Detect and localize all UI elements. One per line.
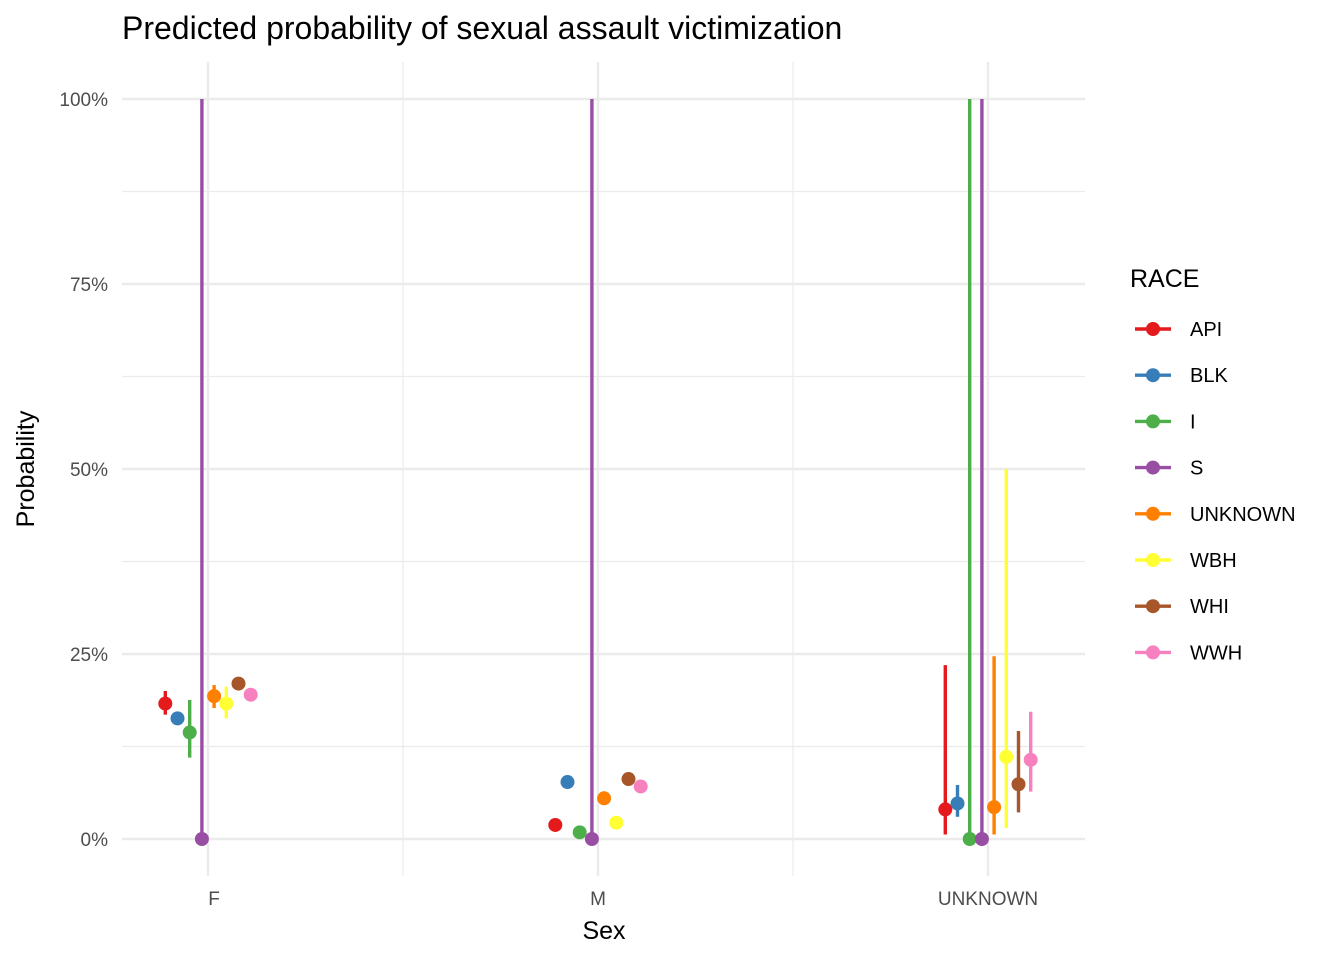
y-tick-label: 25% [70, 645, 108, 666]
data-point-unknown-unknown [987, 800, 1002, 815]
y-tick-label: 75% [70, 275, 108, 296]
legend-item-wwh: WWH [1135, 642, 1242, 664]
data-point-blk-unknown [950, 796, 965, 811]
legend-label: WWH [1190, 642, 1242, 664]
legend-item-api: API [1135, 319, 1222, 341]
legend-key-point [1146, 553, 1160, 567]
data-point-s-f [194, 832, 209, 846]
legend-item-i: I [1135, 411, 1196, 433]
legend-label: BLK [1190, 365, 1228, 387]
y-axis-ticks: 0% 25% 50% 75% 100% [59, 90, 108, 851]
x-axis-title: Sex [582, 917, 626, 945]
legend: RACE API BLK I S UNKNOWN WBH WHI WWH [1130, 265, 1296, 664]
legend-key-point [1146, 414, 1160, 429]
grid-lines [122, 62, 1085, 876]
data-point-i-f [182, 725, 197, 740]
data-point-blk-f [170, 711, 185, 726]
data-point-wbh-unknown [999, 749, 1014, 764]
legend-label: WBH [1190, 550, 1237, 572]
legend-key-point [1146, 322, 1160, 336]
legend-key-point [1146, 599, 1160, 614]
x-tick-label: M [590, 889, 606, 910]
data-point-wbh-m [609, 815, 624, 830]
data-point-i-unknown [962, 832, 977, 846]
data-point-api-f [158, 696, 173, 711]
data-points [158, 676, 1038, 846]
x-tick-label: F [208, 889, 220, 910]
x-axis-ticks: F M UNKNOWN [208, 889, 1038, 910]
legend-key-point [1146, 368, 1160, 383]
legend-key-point [1146, 506, 1160, 521]
legend-item-s: S [1135, 458, 1203, 480]
legend-item-wbh: WBH [1135, 550, 1237, 572]
y-axis-title: Probability [12, 410, 40, 527]
data-point-wwh-f [243, 687, 258, 702]
legend-label: API [1190, 319, 1222, 341]
data-point-unknown-m [597, 791, 612, 806]
data-point-wbh-f [219, 696, 234, 711]
plot-panel [122, 62, 1085, 876]
data-point-whi-unknown [1011, 777, 1026, 792]
legend-title: RACE [1130, 265, 1199, 293]
data-point-wwh-unknown [1023, 752, 1038, 767]
data-point-api-unknown [938, 802, 953, 817]
y-tick-label: 0% [81, 830, 109, 851]
legend-key-point [1146, 460, 1160, 475]
legend-label: I [1190, 411, 1196, 433]
data-point-api-m [548, 817, 563, 832]
data-point-whi-f [231, 676, 246, 691]
data-point-s-unknown [974, 832, 989, 846]
data-point-blk-m [560, 775, 575, 790]
data-point-i-m [572, 825, 587, 840]
data-point-whi-m [621, 772, 636, 787]
legend-item-unknown: UNKNOWN [1135, 504, 1296, 526]
y-tick-label: 100% [59, 90, 108, 111]
legend-label: S [1190, 458, 1203, 480]
legend-item-whi: WHI [1135, 596, 1229, 618]
chart-title: Predicted probability of sexual assault … [122, 10, 842, 46]
y-tick-label: 50% [70, 460, 108, 481]
legend-item-blk: BLK [1135, 365, 1228, 387]
legend-label: WHI [1190, 596, 1229, 618]
legend-key-point [1146, 645, 1160, 660]
legend-items: API BLK I S UNKNOWN WBH WHI WWH [1135, 319, 1296, 664]
data-point-unknown-f [207, 689, 222, 704]
legend-label: UNKNOWN [1190, 504, 1296, 526]
x-tick-label: UNKNOWN [938, 889, 1038, 910]
data-point-wwh-m [633, 779, 648, 794]
data-point-s-m [584, 832, 599, 846]
